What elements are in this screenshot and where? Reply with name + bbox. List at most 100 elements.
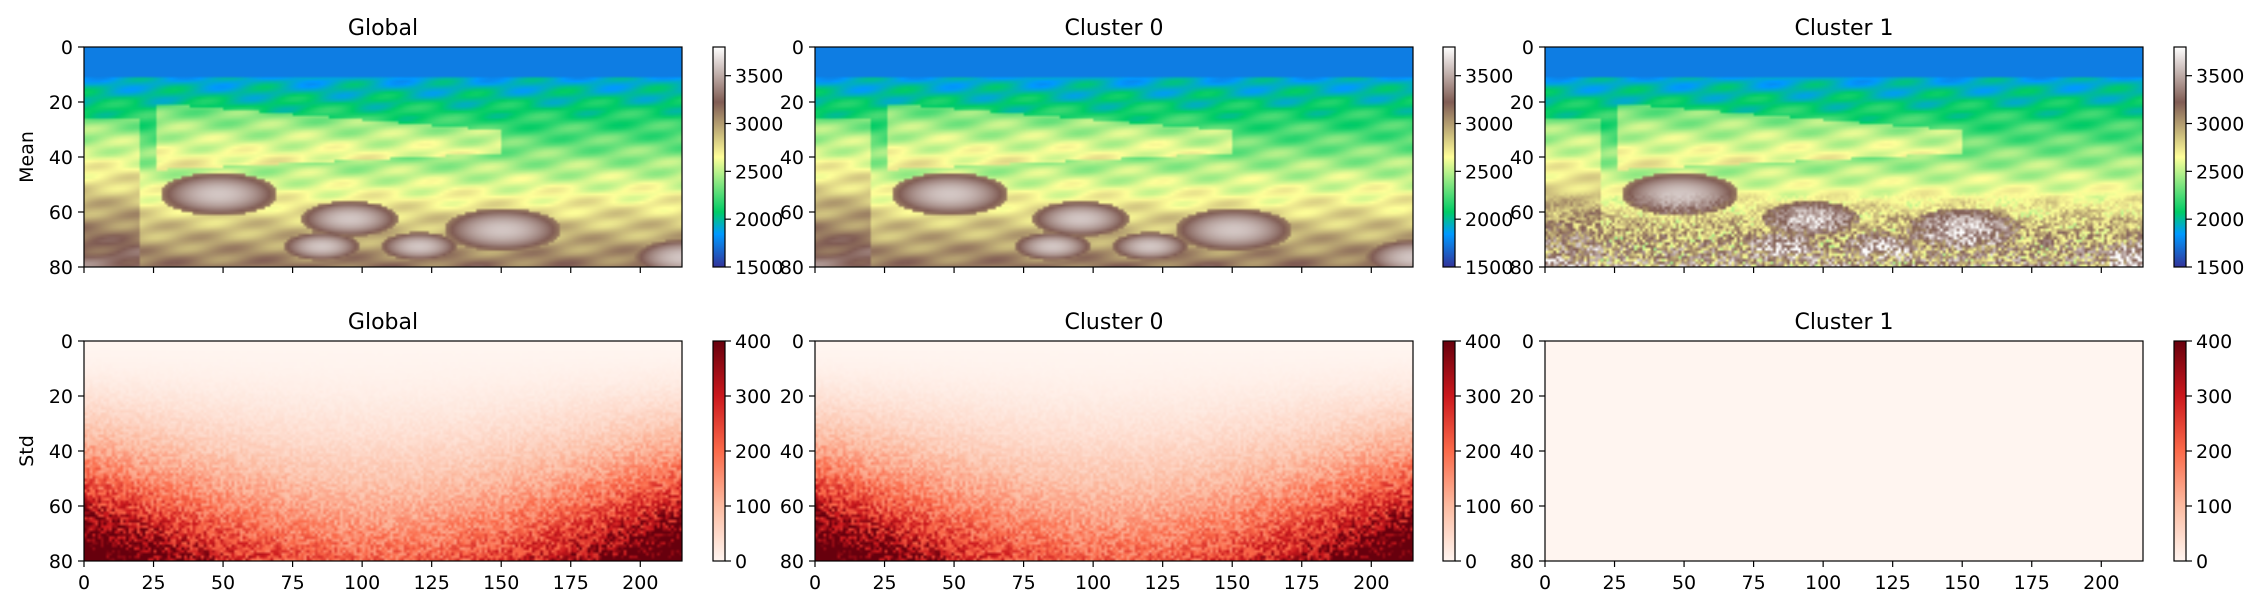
x-tick-label: 200: [1353, 572, 1389, 594]
y-tick-label: 20: [1510, 386, 1534, 408]
heatmap-panel: [78, 46, 731, 273]
panel-title: Cluster 0: [1064, 310, 1163, 335]
y-tick-label: 20: [780, 92, 804, 114]
colorbar-tick-label: 300: [2196, 386, 2232, 408]
x-tick-label: 150: [1944, 572, 1980, 594]
colorbar-frame: [2173, 46, 2187, 268]
x-tick-label: 175: [553, 572, 589, 594]
y-tick-label: 0: [792, 37, 804, 59]
colorbar-tick-label: 200: [2196, 441, 2232, 463]
panel-title: Global: [348, 310, 418, 335]
heatmap-image: [1545, 47, 2143, 267]
colorbar-frame: [712, 46, 726, 268]
y-tick-label: 60: [49, 496, 73, 518]
panel-title: Cluster 0: [1064, 16, 1163, 41]
y-tick-label: 80: [49, 257, 73, 279]
y-tick-label: 80: [1510, 257, 1534, 279]
x-tick-label: 125: [1145, 572, 1181, 594]
y-tick-label: 20: [49, 386, 73, 408]
panel-title: Cluster 1: [1794, 310, 1893, 335]
y-tick-label: 20: [780, 386, 804, 408]
x-tick-label: 200: [2083, 572, 2119, 594]
x-tick-label: 175: [2014, 572, 2050, 594]
colorbar-tick-label: 200: [735, 441, 771, 463]
x-tick-label: 75: [1742, 572, 1766, 594]
x-tick-label: 150: [483, 572, 519, 594]
heatmap-panel: [1539, 340, 2192, 567]
x-tick-label: 25: [872, 572, 896, 594]
heatmap-image: [815, 341, 1413, 561]
x-tick-label: 50: [211, 572, 235, 594]
colorbar-tick-label: 3500: [735, 66, 783, 88]
colorbar: [2174, 47, 2186, 267]
x-tick-label: 100: [1075, 572, 1111, 594]
y-tick-label: 40: [49, 441, 73, 463]
x-tick-label: 25: [141, 572, 165, 594]
y-tick-label: 80: [780, 551, 804, 573]
y-tick-label: 60: [49, 202, 73, 224]
colorbar: [2174, 341, 2186, 561]
y-tick-label: 0: [61, 331, 73, 353]
colorbar-tick-label: 100: [1465, 496, 1501, 518]
colorbar-tick-label: 300: [735, 386, 771, 408]
y-tick-label: 0: [1522, 331, 1534, 353]
x-tick-label: 50: [1672, 572, 1696, 594]
colorbar-tick-label: 100: [2196, 496, 2232, 518]
colorbar-tick-label: 3000: [1465, 114, 1513, 136]
x-tick-label: 0: [78, 572, 90, 594]
y-axis-label: Std: [16, 435, 38, 467]
y-tick-label: 40: [780, 441, 804, 463]
panel-title: Cluster 1: [1794, 16, 1893, 41]
x-tick-label: 75: [281, 572, 305, 594]
heatmap-panel: [78, 340, 731, 567]
heatmap-panel: [809, 340, 1461, 567]
x-tick-label: 100: [1805, 572, 1841, 594]
x-tick-label: 150: [1214, 572, 1250, 594]
heatmap-image: [84, 47, 682, 267]
x-tick-label: 75: [1012, 572, 1036, 594]
colorbar-tick-label: 1500: [735, 257, 783, 279]
colorbar-tick-label: 1500: [1465, 257, 1513, 279]
y-tick-label: 40: [49, 147, 73, 169]
y-tick-label: 40: [1510, 441, 1534, 463]
colorbar: [1443, 341, 1455, 561]
y-tick-label: 0: [792, 331, 804, 353]
panel-title: Global: [348, 16, 418, 41]
x-tick-label: 25: [1602, 572, 1626, 594]
y-tick-label: 0: [61, 37, 73, 59]
y-tick-label: 60: [780, 202, 804, 224]
y-axis-label: Mean: [16, 131, 38, 183]
x-tick-label: 100: [344, 572, 380, 594]
y-tick-label: 0: [1522, 37, 1534, 59]
colorbar: [1443, 47, 1455, 267]
y-tick-label: 60: [1510, 202, 1534, 224]
heatmap-panel: [1539, 46, 2192, 273]
colorbar-tick-label: 100: [735, 496, 771, 518]
x-tick-label: 125: [414, 572, 450, 594]
colorbar-tick-label: 400: [2196, 331, 2232, 353]
colorbar: [713, 47, 725, 267]
colorbar-frame: [1442, 46, 1456, 268]
colorbar-tick-label: 2000: [1465, 209, 1513, 231]
colorbar-tick-label: 3500: [2196, 66, 2244, 88]
colorbar-tick-label: 3000: [2196, 114, 2244, 136]
heatmap-image: [84, 341, 682, 561]
colorbar-tick-label: 3500: [1465, 66, 1513, 88]
y-tick-label: 40: [780, 147, 804, 169]
colorbar-tick-label: 0: [735, 551, 747, 573]
y-tick-label: 80: [780, 257, 804, 279]
y-tick-label: 20: [49, 92, 73, 114]
heatmap-image: [815, 47, 1413, 267]
colorbar-tick-label: 300: [1465, 386, 1501, 408]
colorbar-tick-label: 0: [2196, 551, 2208, 573]
colorbar-tick-label: 2500: [2196, 161, 2244, 183]
y-tick-label: 20: [1510, 92, 1534, 114]
colorbar-tick-label: 2500: [1465, 161, 1513, 183]
colorbar: [713, 341, 725, 561]
x-tick-label: 125: [1875, 572, 1911, 594]
colorbar-tick-label: 2000: [735, 209, 783, 231]
y-tick-label: 40: [1510, 147, 1534, 169]
y-tick-label: 60: [780, 496, 804, 518]
heatmap-panel: [809, 46, 1461, 273]
